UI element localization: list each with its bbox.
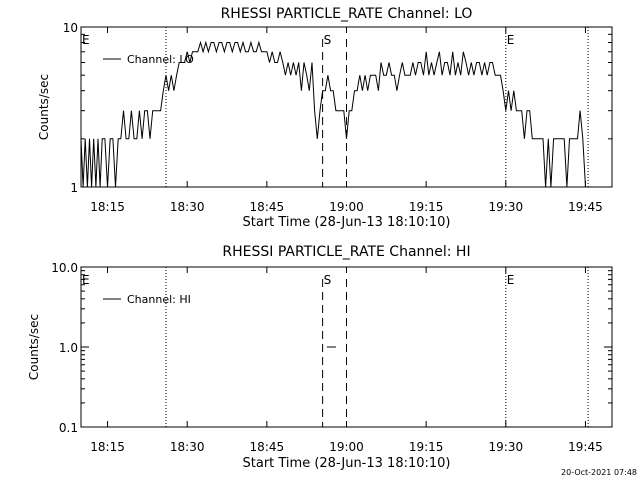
data-series-line: [80, 40, 586, 188]
marker-label: E: [82, 273, 90, 287]
x-tick-label: 19:45: [568, 200, 603, 214]
chart-title: RHESSI PARTICLE_RATE Channel: HI: [222, 244, 470, 260]
chart-title: RHESSI PARTICLE_RATE Channel: LO: [221, 6, 473, 22]
x-tick-label: 18:15: [90, 200, 125, 214]
y-tick-label: 1.0: [59, 341, 78, 355]
x-tick-label: 19:00: [329, 440, 364, 454]
x-axis-label: Start Time (28-Jun-13 18:10:10): [243, 456, 451, 471]
marker-label: E: [507, 273, 515, 287]
marker-label: E: [507, 33, 515, 47]
x-tick-label: 18:45: [250, 440, 285, 454]
marker-label: E: [82, 33, 90, 47]
legend-label: Channel: HI: [127, 293, 191, 306]
y-tick-label: 10: [63, 21, 78, 35]
y-tick-label: 0.1: [59, 421, 78, 435]
x-axis-label: Start Time (28-Jun-13 18:10:10): [243, 215, 451, 230]
y-axis-label: Counts/sec: [27, 314, 41, 380]
y-axis-label: Counts/sec: [37, 74, 51, 140]
x-tick-label: 18:30: [170, 200, 205, 214]
x-tick-label: 18:15: [90, 440, 125, 454]
x-tick-label: 19:30: [489, 440, 524, 454]
x-tick-label: 19:00: [329, 200, 364, 214]
marker-label: S: [324, 273, 332, 287]
marker-label: S: [324, 33, 332, 47]
panel-lo: RHESSI PARTICLE_RATE Channel: LO 18:15 18:…: [37, 6, 613, 230]
x-tick-label: 19:15: [409, 200, 444, 214]
y-tick-label: 1: [70, 181, 78, 195]
x-tick-label: 19:45: [568, 440, 603, 454]
x-tick-label: 19:30: [489, 200, 524, 214]
x-tick-label: 19:15: [409, 440, 444, 454]
x-tick-label: 18:45: [250, 200, 285, 214]
footer-timestamp: 20-Oct-2021 07:48: [561, 468, 637, 477]
x-tick-label: 18:30: [170, 440, 205, 454]
y-tick-label: 10.0: [51, 261, 78, 275]
panel-hi: RHESSI PARTICLE_RATE Channel: HI 18:15 18:…: [27, 244, 613, 471]
legend-label: Channel: LO: [127, 53, 194, 66]
